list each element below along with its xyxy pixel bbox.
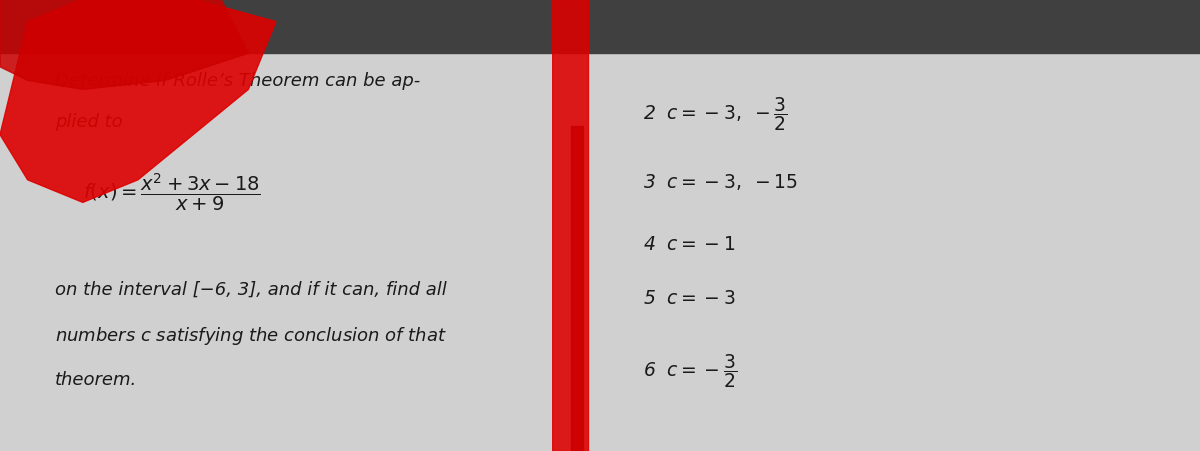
Text: theorem.: theorem. — [55, 370, 138, 388]
Polygon shape — [0, 0, 276, 203]
Text: 2  $c = -3,\ -\dfrac{3}{2}$: 2 $c = -3,\ -\dfrac{3}{2}$ — [643, 95, 787, 133]
Polygon shape — [0, 0, 248, 90]
Text: $f(x) = \dfrac{x^2+3x-18}{x+9}$: $f(x) = \dfrac{x^2+3x-18}{x+9}$ — [83, 171, 260, 212]
Bar — [552, 0, 1200, 54]
Text: 5  $c = -3$: 5 $c = -3$ — [643, 289, 736, 308]
Text: 3  $c = -3,\ -15$: 3 $c = -3,\ -15$ — [643, 171, 798, 191]
Text: numbers $c$ satisfying the conclusion of that: numbers $c$ satisfying the conclusion of… — [55, 325, 448, 347]
Text: on the interval [−6, 3], and if it can, find all: on the interval [−6, 3], and if it can, … — [55, 280, 446, 298]
Text: 1  Rolle’s Theorem not applicable: 1 Rolle’s Theorem not applicable — [643, 23, 958, 41]
Text: 6  $c = -\dfrac{3}{2}$: 6 $c = -\dfrac{3}{2}$ — [643, 352, 737, 390]
Text: Determine if Rolle’s Theorem can be ap-: Determine if Rolle’s Theorem can be ap- — [55, 72, 420, 90]
Bar — [571, 126, 583, 451]
Bar — [552, 0, 588, 451]
Bar — [0, 0, 552, 54]
Text: plied to: plied to — [55, 113, 122, 131]
Text: 4  $c = -1$: 4 $c = -1$ — [643, 235, 736, 253]
